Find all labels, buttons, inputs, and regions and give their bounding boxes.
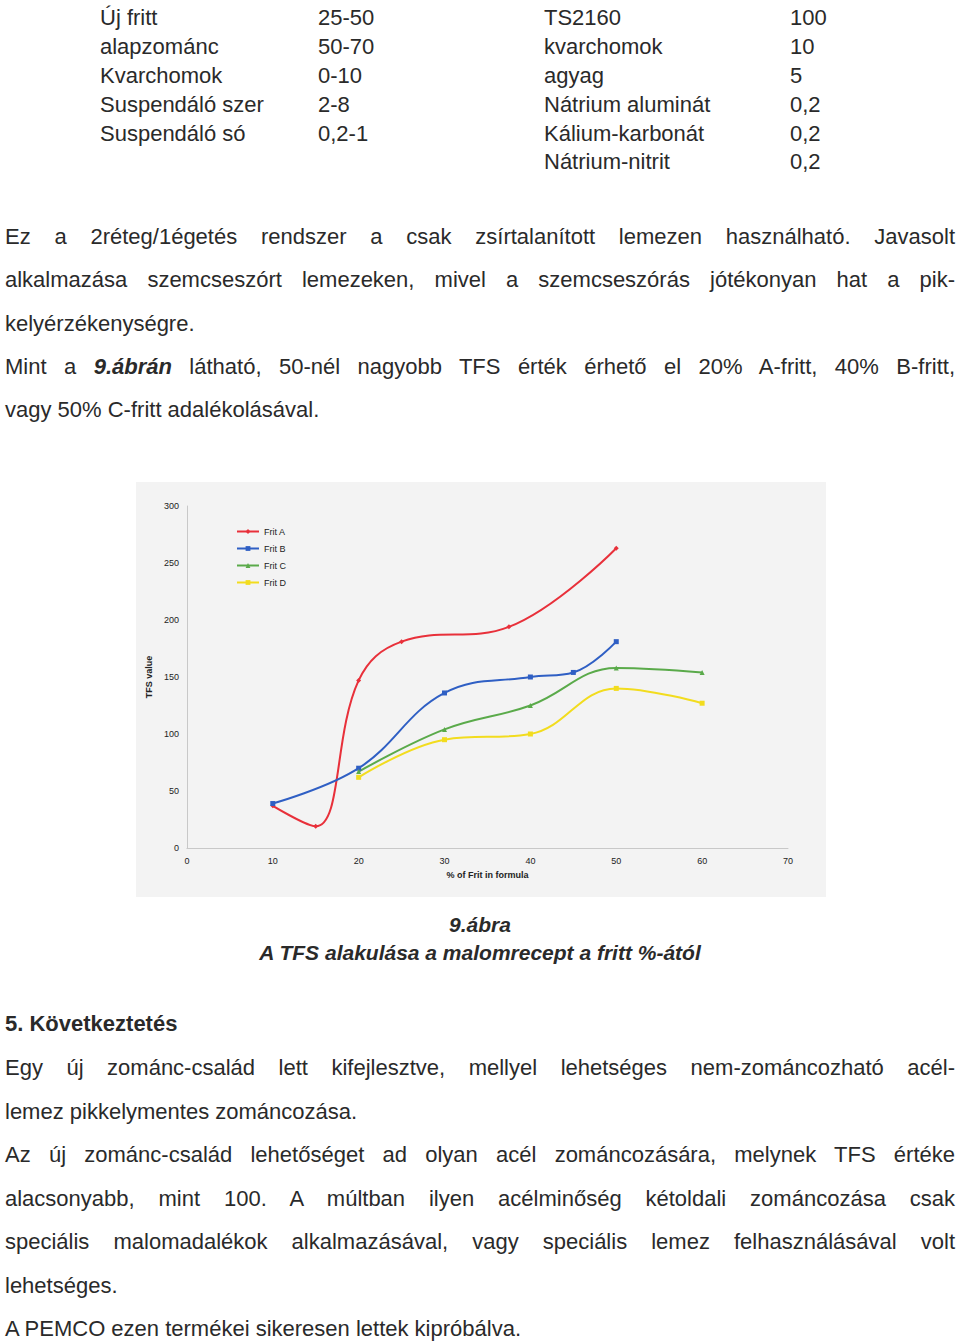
html-text:vagy 50% C-fritt adalékolásáva: vagy 50% C-fritt adalékolásával.	[5, 397, 320, 422]
html-text:A TFS alakulása a malomrecept: A TFS alakulása a malomrecept a fritt %-…	[259, 941, 701, 964]
html-text:TS2160: TS2160	[544, 5, 622, 30]
html-text:9.ábra: 9.ábra	[449, 913, 511, 936]
svg-text:70: 70	[783, 856, 793, 866]
svg-text:Frit C: Frit C	[264, 561, 286, 571]
html-text:alacsonyabb, mint 100. A múltb: alacsonyabb, mint 100. A múltban ilyen a…	[5, 1186, 955, 1211]
html-text:0,2: 0,2	[790, 149, 821, 174]
svg-text:50: 50	[611, 856, 621, 866]
html-text:Az új zománc-család lehetősége: Az új zománc-család lehetőséget ad olyan…	[5, 1142, 955, 1167]
svg-text:300: 300	[164, 501, 179, 511]
html-text:Egy új zománc-család lett kife: Egy új zománc-család lett kifejlesztve, …	[5, 1055, 955, 1080]
html-text:kelyérzékenységre.: kelyérzékenységre.	[5, 311, 195, 336]
html-text:lemez pikkelymentes zománcozás: lemez pikkelymentes zománcozása.	[5, 1099, 358, 1124]
svg-text:0: 0	[174, 843, 179, 853]
html-text:5: 5	[790, 63, 803, 88]
svg-text:50: 50	[169, 786, 179, 796]
html-text:Nátrium aluminát: Nátrium aluminát	[544, 92, 711, 117]
html-text:alkalmazása szemcseszórt lemez: alkalmazása szemcseszórt lemezeken, mive…	[5, 267, 955, 292]
html-text:0-10: 0-10	[318, 63, 362, 88]
svg-text:250: 250	[164, 558, 179, 568]
svg-text:Frit B: Frit B	[264, 544, 286, 554]
html-text:Ez a 2réteg/1égetés rendszer a: Ez a 2réteg/1égetés rendszer a csak zsír…	[5, 224, 955, 249]
svg-text:10: 10	[268, 856, 278, 866]
svg-text:100: 100	[164, 729, 179, 739]
html-text:5. Következtetés: 5. Következtetés	[5, 1011, 178, 1036]
svg-text:0: 0	[184, 856, 189, 866]
svg-text:20: 20	[354, 856, 364, 866]
html-text:alapzománc: alapzománc	[100, 34, 219, 59]
html-text:lehetséges.: lehetséges.	[5, 1273, 118, 1298]
html-text:kvarchomok: kvarchomok	[544, 34, 663, 59]
svg-text:TFS value: TFS value	[144, 656, 154, 699]
html-text:Suspendáló só: Suspendáló só	[100, 121, 246, 146]
html-text:0,2: 0,2	[790, 92, 821, 117]
svg-text:Frit A: Frit A	[264, 527, 285, 537]
svg-text:150: 150	[164, 672, 179, 682]
html-text:Suspendáló szer: Suspendáló szer	[100, 92, 264, 117]
html-text:0,2: 0,2	[790, 121, 821, 146]
html-text:2-8: 2-8	[318, 92, 350, 117]
html-text:10: 10	[790, 34, 815, 59]
svg-text:200: 200	[164, 615, 179, 625]
html-text:Nátrium-nitrit: Nátrium-nitrit	[544, 149, 670, 174]
html-text:0,2-1: 0,2-1	[318, 121, 369, 146]
html-text:50-70: 50-70	[318, 34, 375, 59]
html-text:A PEMCO ezen termékei sikerese: A PEMCO ezen termékei sikeresen lettek k…	[5, 1316, 521, 1341]
html-text:25-50: 25-50	[318, 5, 375, 30]
html-text:Új fritt: Új fritt	[100, 5, 158, 30]
svg-text:40: 40	[525, 856, 535, 866]
html-text:agyag: agyag	[544, 63, 604, 88]
svg-text:60: 60	[697, 856, 707, 866]
html-text:Kvarchomok: Kvarchomok	[100, 63, 223, 88]
svg-text:% of Frit in formula: % of Frit in formula	[446, 870, 529, 880]
svg-text:30: 30	[440, 856, 450, 866]
html-text:speciális malomadalékok alkalm: speciális malomadalékok alkalmazásával, …	[5, 1229, 955, 1254]
svg-text:Frit D: Frit D	[264, 578, 286, 588]
html-text:Mint a 9.ábrán látható, 50-nél: Mint a 9.ábrán látható, 50-nél nagyobb T…	[5, 354, 955, 379]
html-text:100: 100	[790, 5, 827, 30]
html-text:Kálium-karbonát: Kálium-karbonát	[544, 121, 705, 146]
